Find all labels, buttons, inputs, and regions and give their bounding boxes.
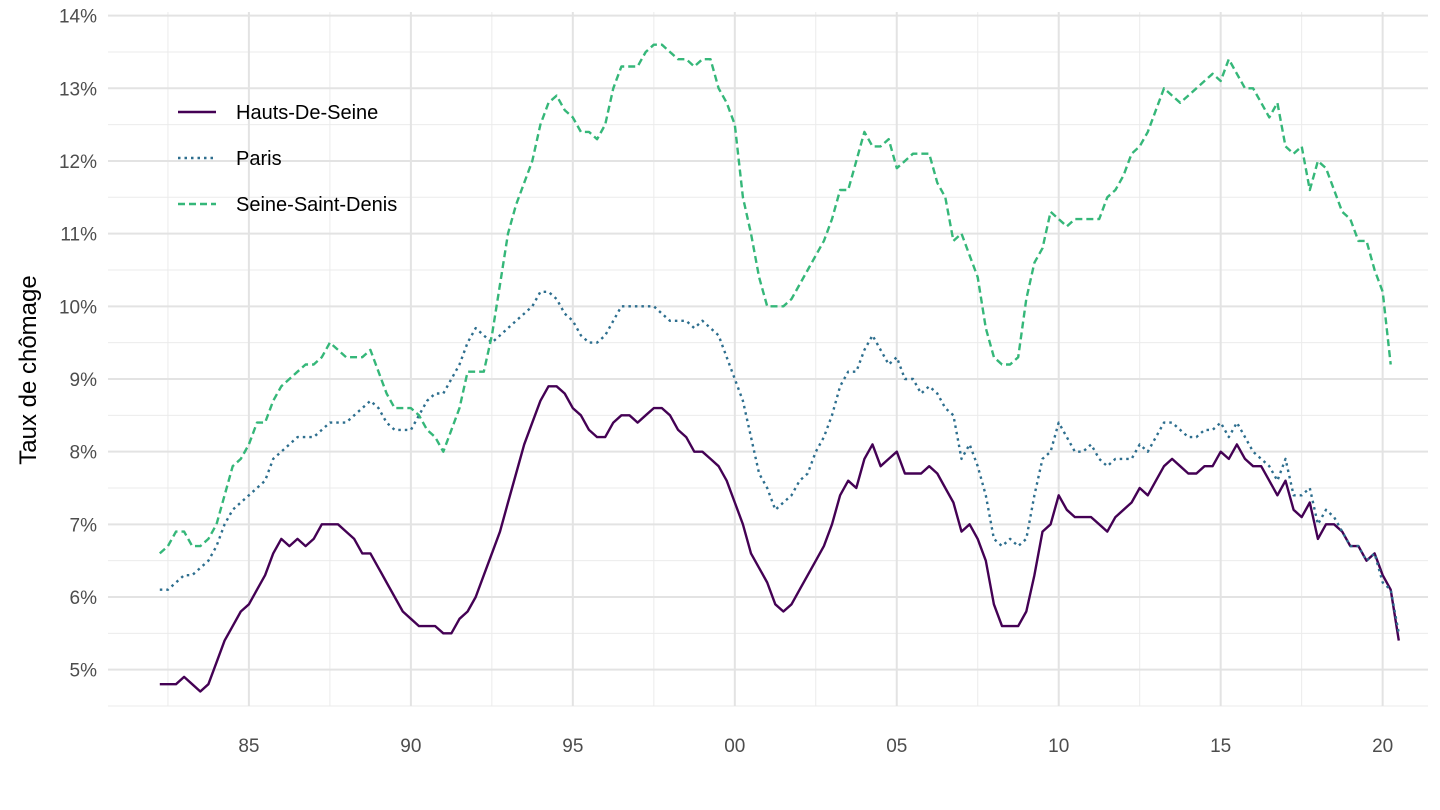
y-tick-label: 5% bbox=[70, 661, 98, 682]
legend-label: Seine-Saint-Denis bbox=[236, 194, 397, 216]
legend: Hauts-De-Seine Paris Seine-Saint-Denis bbox=[178, 102, 397, 216]
y-tick-label: 6% bbox=[70, 588, 98, 609]
x-tick-label: 00 bbox=[724, 736, 745, 757]
legend-label: Hauts-De-Seine bbox=[236, 102, 378, 124]
series-lines bbox=[158, 43, 1400, 693]
y-axis-title: Taux de chômage bbox=[15, 275, 42, 464]
series-line-seine-saint-denis bbox=[158, 43, 1392, 555]
y-tick-label: 7% bbox=[70, 515, 98, 536]
y-tick-label: 9% bbox=[70, 370, 98, 391]
minor-gridlines bbox=[108, 12, 1428, 707]
x-tick-label: 20 bbox=[1372, 736, 1393, 757]
major-gridlines bbox=[108, 12, 1428, 706]
x-tick-label: 95 bbox=[562, 736, 583, 757]
x-tick-label: 10 bbox=[1048, 736, 1069, 757]
y-tick-label: 8% bbox=[70, 443, 98, 464]
x-axis-tick-labels: 85 90 95 00 05 10 15 20 bbox=[238, 736, 1393, 757]
y-tick-label: 13% bbox=[59, 79, 97, 100]
x-tick-label: 15 bbox=[1210, 736, 1231, 757]
y-tick-label: 11% bbox=[60, 225, 97, 246]
y-axis-tick-labels: 5% 6% 7% 8% 9% 10% 11% 12% 13% 14% bbox=[59, 7, 97, 682]
y-tick-label: 10% bbox=[59, 297, 97, 318]
legend-label: Paris bbox=[236, 148, 282, 170]
y-tick-label: 12% bbox=[59, 152, 97, 173]
x-tick-label: 90 bbox=[400, 736, 421, 757]
y-tick-label: 14% bbox=[59, 7, 97, 28]
x-tick-label: 85 bbox=[238, 736, 259, 757]
series-line-hauts-de-seine bbox=[159, 385, 1400, 693]
x-tick-label: 05 bbox=[886, 736, 907, 757]
